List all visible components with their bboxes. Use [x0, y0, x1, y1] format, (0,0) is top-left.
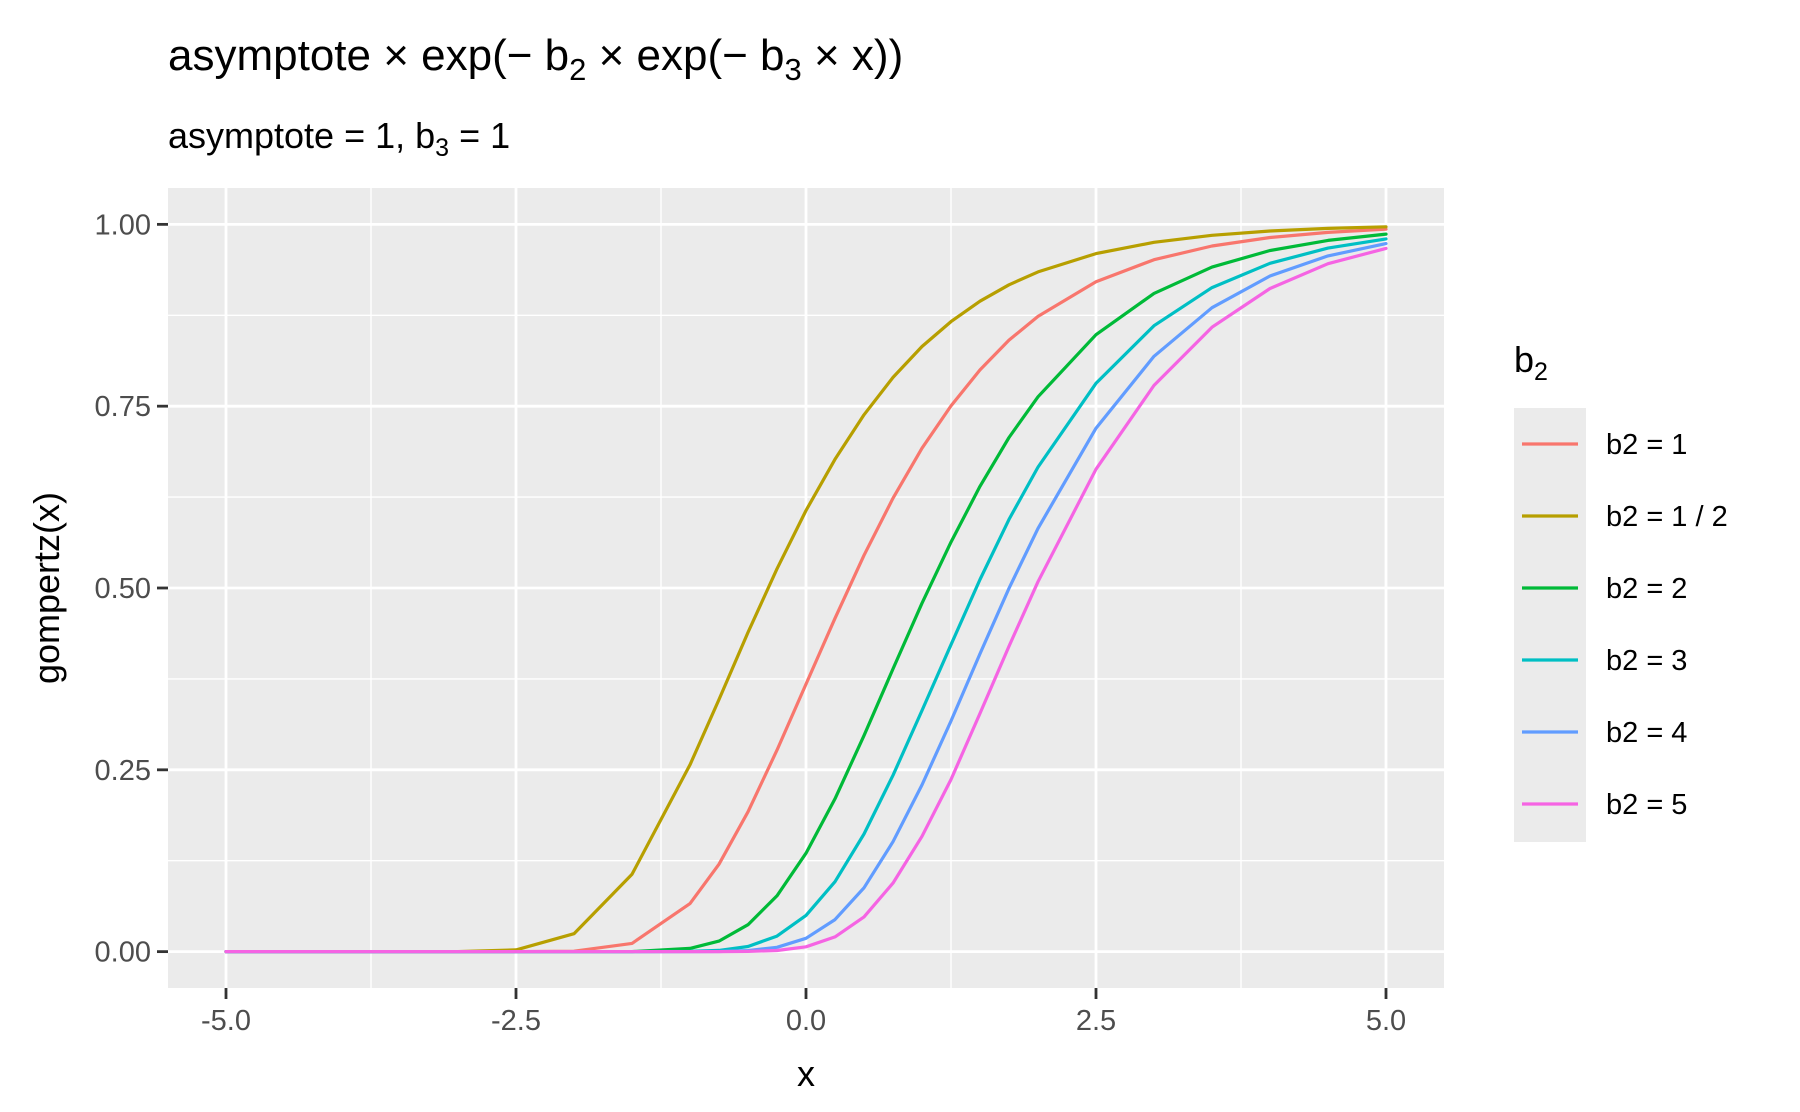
chart-subtitle-subscript: 3	[435, 134, 449, 162]
chart-title-subscript: 3	[785, 52, 802, 87]
chart-subtitle: asymptote = 1, b3 = 1	[168, 115, 510, 162]
legend-title-part: b	[1514, 339, 1534, 380]
x-axis: -5.0 -2.5 0.0 2.5 5.0	[201, 988, 1406, 1037]
y-tick-label: 0.25	[95, 755, 151, 787]
legend-label: b2 = 4	[1606, 717, 1687, 749]
legend-key-background	[1514, 408, 1586, 842]
y-tick-label: 0.50	[95, 573, 151, 605]
legend-label: b2 = 3	[1606, 645, 1687, 677]
legend-label: b2 = 5	[1606, 789, 1687, 821]
chart-title-subscript: 2	[569, 52, 586, 87]
legend-title: b2	[1514, 339, 1548, 386]
y-tick-label: 0.00	[95, 937, 151, 969]
legend-label: b2 = 2	[1606, 573, 1687, 605]
x-axis-title: x	[797, 1053, 815, 1094]
x-tick-label: 0.0	[786, 1005, 826, 1037]
y-tick-label: 1.00	[95, 209, 151, 241]
legend-label: b2 = 1 / 2	[1606, 501, 1728, 533]
chart-title: asymptote × exp(− b2 × exp(− b3 × x))	[168, 31, 903, 87]
y-axis: 0.00 0.25 0.50 0.75 1.00	[95, 209, 168, 969]
x-tick-label: 2.5	[1076, 1005, 1116, 1037]
series-lines	[224, 225, 1388, 954]
chart-title-part: asymptote × exp(− b	[168, 31, 569, 80]
chart-subtitle-part: asymptote = 1, b	[168, 115, 435, 156]
chart-title-part: × x))	[802, 31, 903, 80]
legend-title-subscript: 2	[1534, 358, 1548, 386]
legend: b2 b2 = 1 b2 = 1 / 2 b2 = 2 b2 = 3 b2 = 4 b2 …	[1514, 339, 1728, 842]
series-line	[224, 246, 1388, 954]
chart-subtitle-part: = 1	[449, 115, 510, 156]
x-tick-label: -2.5	[491, 1005, 541, 1037]
x-tick-label: -5.0	[201, 1005, 251, 1037]
x-tick-label: 5.0	[1366, 1005, 1406, 1037]
chart-title-part: × exp(− b	[586, 31, 784, 80]
y-tick-label: 0.75	[95, 391, 151, 423]
legend-label: b2 = 1	[1606, 429, 1687, 461]
y-axis-title: gompertz(x)	[26, 492, 67, 684]
